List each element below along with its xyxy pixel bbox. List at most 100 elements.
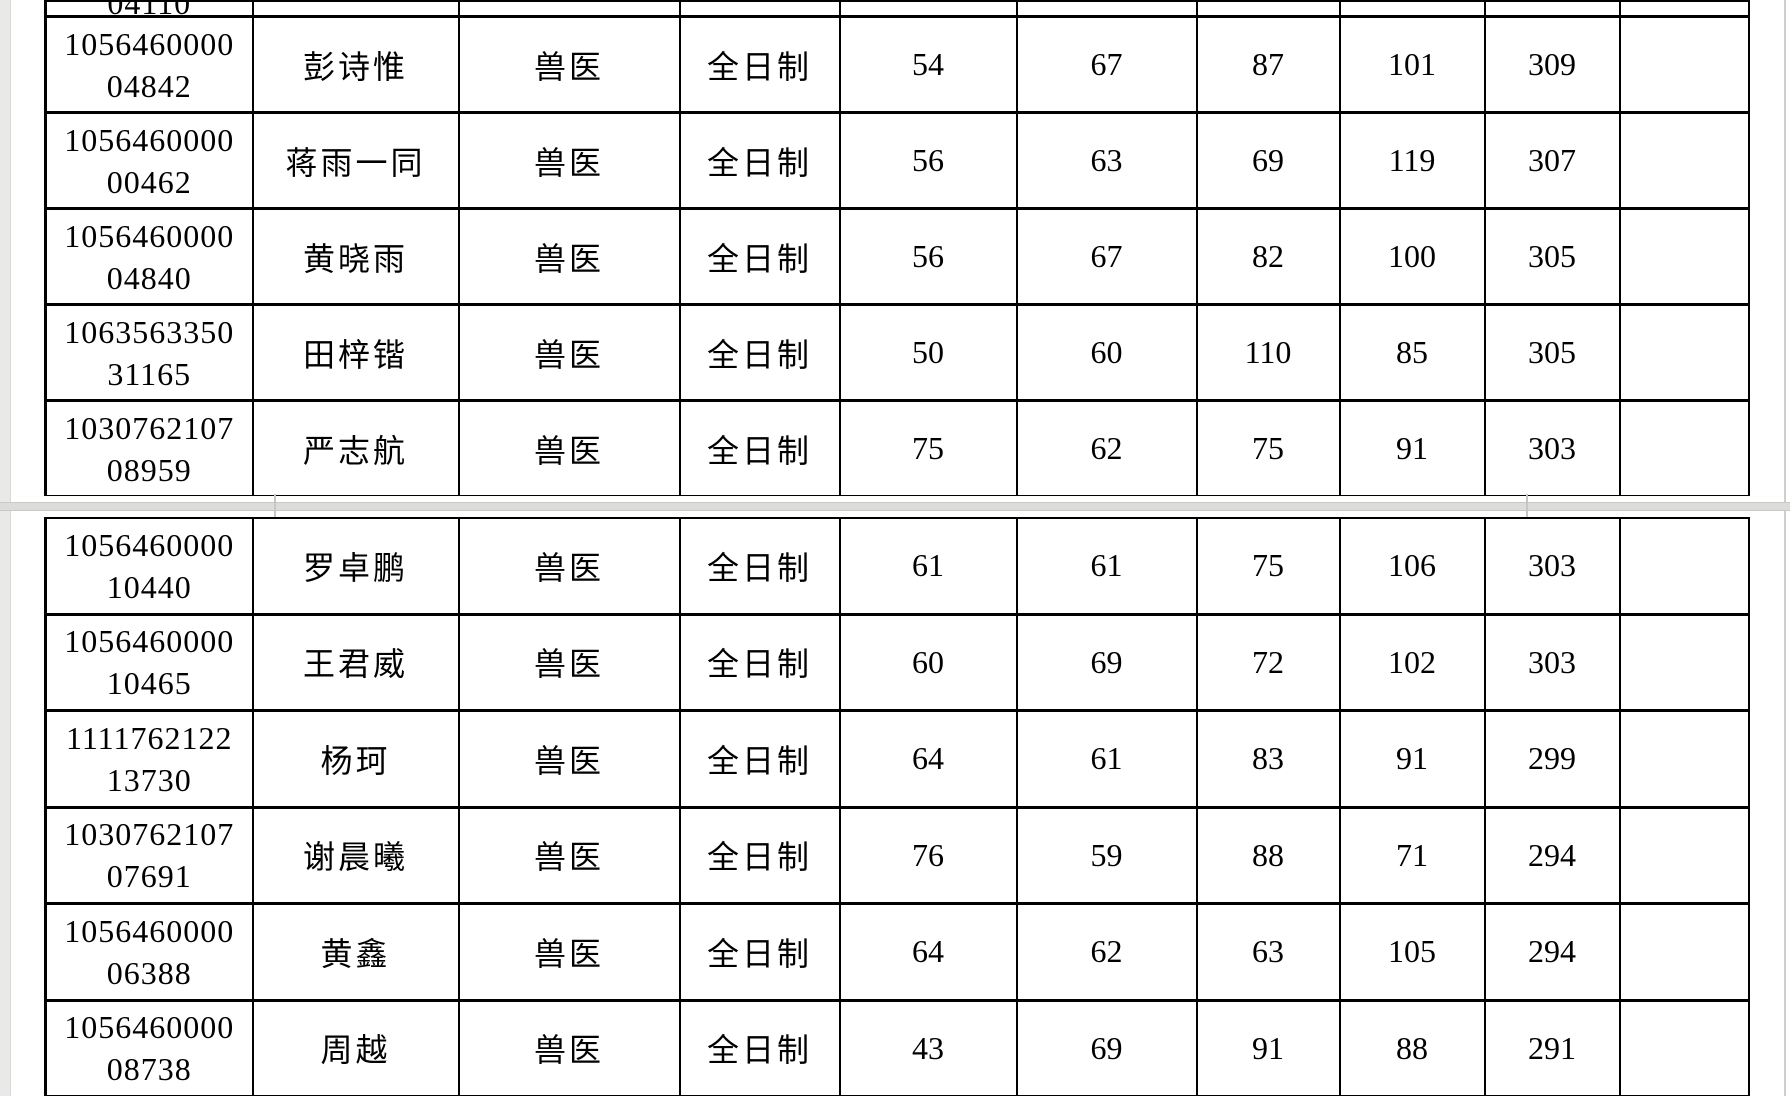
- cell-score-4[interactable]: 106: [1338, 517, 1486, 615]
- cell-blank[interactable]: [1618, 806, 1750, 905]
- cell-total-score[interactable]: 307: [1483, 111, 1621, 210]
- cell-blank[interactable]: [1618, 999, 1750, 1096]
- cell-major[interactable]: 兽医: [457, 613, 681, 712]
- cell-total-score[interactable]: 299: [1483, 709, 1621, 808]
- cell-major[interactable]: 兽医: [457, 517, 681, 615]
- cell-score-4[interactable]: 119: [1338, 111, 1486, 210]
- cell-candidate-number[interactable]: 1056460000 06388: [44, 902, 254, 1001]
- cell-study-mode[interactable]: 全日制: [678, 517, 841, 615]
- cell-total-score[interactable]: 294: [1483, 806, 1621, 905]
- cell-score-1[interactable]: 60: [838, 613, 1018, 712]
- cell-name[interactable]: 谢晨曦: [251, 806, 460, 905]
- cell-score-1[interactable]: 61: [838, 517, 1018, 615]
- cell-score-4[interactable]: 102: [1338, 613, 1486, 712]
- cell-blank[interactable]: [1618, 613, 1750, 712]
- cell-study-mode[interactable]: [678, 0, 841, 18]
- cell-major[interactable]: 兽医: [457, 111, 681, 210]
- cell-score-4[interactable]: [1338, 0, 1486, 18]
- cell-score-1[interactable]: 64: [838, 902, 1018, 1001]
- cell-name[interactable]: 周越: [251, 999, 460, 1096]
- cell-score-4[interactable]: 100: [1338, 207, 1486, 306]
- cell-score-2[interactable]: 61: [1015, 517, 1198, 615]
- cell-name[interactable]: 王君威: [251, 613, 460, 712]
- cell-score-1[interactable]: 56: [838, 111, 1018, 210]
- cell-score-4[interactable]: 88: [1338, 999, 1486, 1096]
- cell-total-score[interactable]: [1483, 0, 1621, 18]
- cell-name[interactable]: 杨珂: [251, 709, 460, 808]
- cell-score-2[interactable]: 59: [1015, 806, 1198, 905]
- cell-study-mode[interactable]: 全日制: [678, 999, 841, 1096]
- cell-score-1[interactable]: [838, 0, 1018, 18]
- cell-study-mode[interactable]: 全日制: [678, 303, 841, 402]
- cell-score-2[interactable]: 62: [1015, 902, 1198, 1001]
- cell-name[interactable]: 彭诗惟: [251, 15, 460, 114]
- cell-major[interactable]: [457, 0, 681, 18]
- cell-total-score[interactable]: 303: [1483, 613, 1621, 712]
- cell-candidate-number[interactable]: 1056460000 00462: [44, 111, 254, 210]
- cell-total-score[interactable]: 291: [1483, 999, 1621, 1096]
- cell-score-3[interactable]: 110: [1195, 303, 1341, 402]
- cell-major[interactable]: 兽医: [457, 303, 681, 402]
- cell-blank[interactable]: [1618, 517, 1750, 615]
- cell-score-4[interactable]: 91: [1338, 709, 1486, 808]
- cell-score-2[interactable]: 62: [1015, 399, 1198, 496]
- cell-study-mode[interactable]: 全日制: [678, 806, 841, 905]
- cell-score-2[interactable]: 69: [1015, 999, 1198, 1096]
- cell-score-2[interactable]: 67: [1015, 15, 1198, 114]
- cell-total-score[interactable]: 309: [1483, 15, 1621, 114]
- cell-major[interactable]: 兽医: [457, 806, 681, 905]
- cell-score-3[interactable]: 63: [1195, 902, 1341, 1001]
- cell-score-1[interactable]: 54: [838, 15, 1018, 114]
- cell-score-1[interactable]: 56: [838, 207, 1018, 306]
- cell-score-2[interactable]: [1015, 0, 1198, 18]
- cell-score-4[interactable]: 101: [1338, 15, 1486, 114]
- right-scrollbar-edge[interactable]: [1784, 0, 1790, 1096]
- cell-score-1[interactable]: 75: [838, 399, 1018, 496]
- cell-study-mode[interactable]: 全日制: [678, 111, 841, 210]
- cell-blank[interactable]: [1618, 303, 1750, 402]
- cell-name[interactable]: [251, 0, 460, 18]
- cell-study-mode[interactable]: 全日制: [678, 207, 841, 306]
- cell-score-3[interactable]: 75: [1195, 517, 1341, 615]
- cell-major[interactable]: 兽医: [457, 15, 681, 114]
- cell-score-3[interactable]: 87: [1195, 15, 1341, 114]
- cell-score-3[interactable]: 72: [1195, 613, 1341, 712]
- cell-score-2[interactable]: 69: [1015, 613, 1198, 712]
- cell-score-4[interactable]: 91: [1338, 399, 1486, 496]
- cell-total-score[interactable]: 303: [1483, 517, 1621, 615]
- cell-candidate-number[interactable]: 1056460000 10465: [44, 613, 254, 712]
- cell-score-1[interactable]: 64: [838, 709, 1018, 808]
- cell-score-3[interactable]: 91: [1195, 999, 1341, 1096]
- cell-candidate-number[interactable]: 1056460000 04842: [44, 15, 254, 114]
- cell-major[interactable]: 兽医: [457, 399, 681, 496]
- cell-blank[interactable]: [1618, 111, 1750, 210]
- cell-score-4[interactable]: 85: [1338, 303, 1486, 402]
- cell-score-1[interactable]: 50: [838, 303, 1018, 402]
- cell-blank[interactable]: [1618, 207, 1750, 306]
- cell-candidate-number[interactable]: 1063563350 31165: [44, 303, 254, 402]
- cell-score-3[interactable]: [1195, 0, 1341, 18]
- cell-candidate-number[interactable]: 1030762107 07691: [44, 806, 254, 905]
- cell-score-3[interactable]: 88: [1195, 806, 1341, 905]
- cell-score-1[interactable]: 76: [838, 806, 1018, 905]
- cell-blank[interactable]: [1618, 902, 1750, 1001]
- cell-candidate-number[interactable]: 1111762122 13730: [44, 709, 254, 808]
- cell-candidate-number[interactable]: 04110: [44, 0, 254, 18]
- cell-candidate-number[interactable]: 1056460000 10440: [44, 517, 254, 615]
- cell-study-mode[interactable]: 全日制: [678, 709, 841, 808]
- cell-name[interactable]: 黄晓雨: [251, 207, 460, 306]
- cell-total-score[interactable]: 305: [1483, 303, 1621, 402]
- cell-candidate-number[interactable]: 1056460000 04840: [44, 207, 254, 306]
- cell-total-score[interactable]: 294: [1483, 902, 1621, 1001]
- cell-major[interactable]: 兽医: [457, 902, 681, 1001]
- cell-study-mode[interactable]: 全日制: [678, 15, 841, 114]
- cell-blank[interactable]: [1618, 0, 1750, 18]
- cell-name[interactable]: 罗卓鹏: [251, 517, 460, 615]
- cell-total-score[interactable]: 305: [1483, 207, 1621, 306]
- cell-name[interactable]: 黄鑫: [251, 902, 460, 1001]
- cell-score-1[interactable]: 43: [838, 999, 1018, 1096]
- cell-score-4[interactable]: 105: [1338, 902, 1486, 1001]
- cell-score-2[interactable]: 61: [1015, 709, 1198, 808]
- cell-candidate-number[interactable]: 1056460000 08738: [44, 999, 254, 1096]
- cell-blank[interactable]: [1618, 399, 1750, 496]
